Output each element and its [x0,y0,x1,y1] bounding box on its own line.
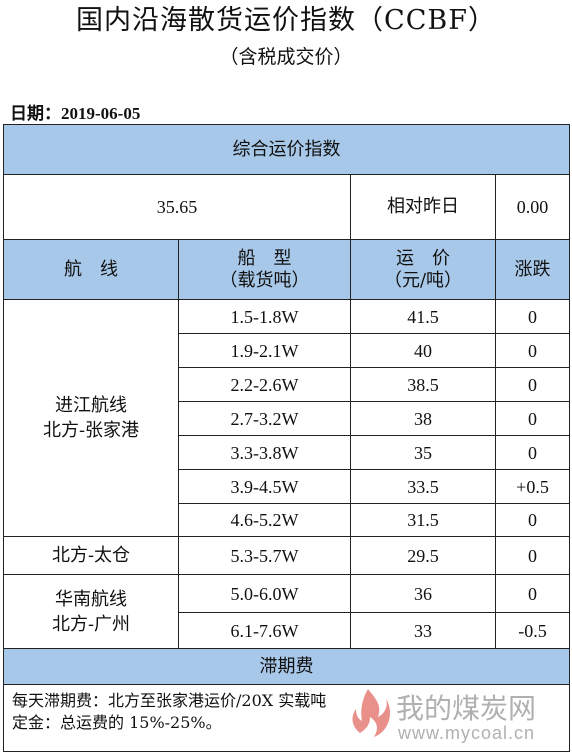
ship-type-cell: 2.7-3.2W [178,401,351,436]
route-cell: 北方-太仓 [3,536,179,575]
route-subname: 北方-广州 [51,613,131,635]
composite-index-label: 综合运价指数 [3,124,570,175]
demurrage-label: 滞期费 [3,648,570,685]
ship-type-cell: 3.3-3.8W [178,435,351,470]
price-cell: 33 [350,612,496,649]
price-cell: 36 [350,574,496,613]
ship-type-cell: 4.6-5.2W [178,503,351,537]
column-change: 涨跌 [495,239,570,300]
summary-header-row: 综合运价指数 [3,124,570,175]
summary-value-row: 35.65 相对昨日 0.00 [3,174,570,240]
change-cell: 0 [495,536,570,575]
ship-type-cell: 1.9-2.1W [178,333,351,368]
report-date: 日期：2019-06-05 [10,104,141,123]
table-row: 3.3-3.8W 35 0 [4,435,570,470]
composite-index-value: 35.65 [3,174,351,240]
price-cell: 33.5 [350,469,496,504]
price-cell: 41.5 [350,299,496,334]
price-cell: 40 [350,333,496,368]
change-cell: 0 [495,367,570,402]
change-cell: 0 [495,503,570,537]
table-row: 4.6-5.2W 31.5 0 [4,503,570,537]
ship-type-cell: 5.0-6.0W [178,574,351,613]
table-row: 2.7-3.2W 38 0 [4,401,570,436]
table-row: 6.1-7.6W 33 -0.5 [4,612,570,649]
demurrage-note-deposit: 定金：总运费的 15%-25%。 [12,713,222,732]
ship-type-cell: 3.9-4.5W [178,469,351,504]
change-cell: +0.5 [495,469,570,504]
page-subtitle: （含税成交价） [219,46,353,68]
table-row: 1.9-2.1W 40 0 [4,333,570,368]
change-cell: 0 [495,333,570,368]
table-row: 北方-太仓 5.3-5.7W 29.5 0 [3,536,570,575]
price-cell: 35 [350,435,496,470]
change-cell: 0 [495,299,570,334]
column-ship-type-unit: （载货吨） [219,269,310,291]
freight-index-table: 综合运价指数 35.65 相对昨日 0.00 航 线 船 型 （载货吨） 运 价… [3,124,570,752]
ship-type-cell: 5.3-5.7W [178,536,351,575]
price-cell: 38 [350,401,496,436]
column-header-row: 航 线 船 型 （载货吨） 运 价 （元/吨） 涨跌 [3,239,570,300]
route-cell: 进江航线 北方-张家港 [3,299,179,537]
route-cell: 华南航线 北方-广州 [3,574,179,649]
change-cell: 0 [495,435,570,470]
route-name: 进江航线 [55,395,127,416]
compare-yesterday-value: 0.00 [495,174,570,240]
price-cell: 38.5 [350,367,496,402]
ship-type-cell: 1.5-1.8W [178,299,351,334]
table-row: 3.9-4.5W 33.5 +0.5 [4,469,570,504]
ship-type-cell: 6.1-7.6W [178,612,351,649]
price-cell: 29.5 [350,536,496,575]
price-cell: 31.5 [350,503,496,537]
compare-yesterday-label: 相对昨日 [350,174,496,240]
ship-type-cell: 2.2-2.6W [178,367,351,402]
column-freight-unit: （元/吨） [383,269,463,291]
column-freight: 运 价 （元/吨） [350,239,496,300]
column-route: 航 线 [3,239,179,300]
page-title: 国内沿海散货运价指数（CCBF） [76,5,496,36]
demurrage-notes: 每天滞期费：北方至张家港运价/20X 实载吨 定金：总运费的 15%-25%。 [3,684,570,752]
change-cell: 0 [495,574,570,613]
demurrage-header-row: 滞期费 [3,648,570,685]
change-cell: 0 [495,401,570,436]
column-freight-label: 运 价 [396,247,450,269]
route-name: 华南航线 [55,588,127,610]
table-row: 进江航线 北方-张家港 1.5-1.8W 41.5 0 [3,299,570,537]
column-ship-type-label: 船 型 [237,247,292,269]
demurrage-notes-row: 每天滞期费：北方至张家港运价/20X 实载吨 定金：总运费的 15%-25%。 [3,684,570,752]
table-row: 华南航线 北方-广州 5.0-6.0W 36 0 [3,574,570,649]
column-ship-type: 船 型 （载货吨） [178,239,351,300]
demurrage-note-daily: 每天滞期费：北方至张家港运价/20X 实载吨 [12,691,327,710]
change-cell: -0.5 [495,612,570,649]
route-subname: 北方-张家港 [42,420,140,441]
